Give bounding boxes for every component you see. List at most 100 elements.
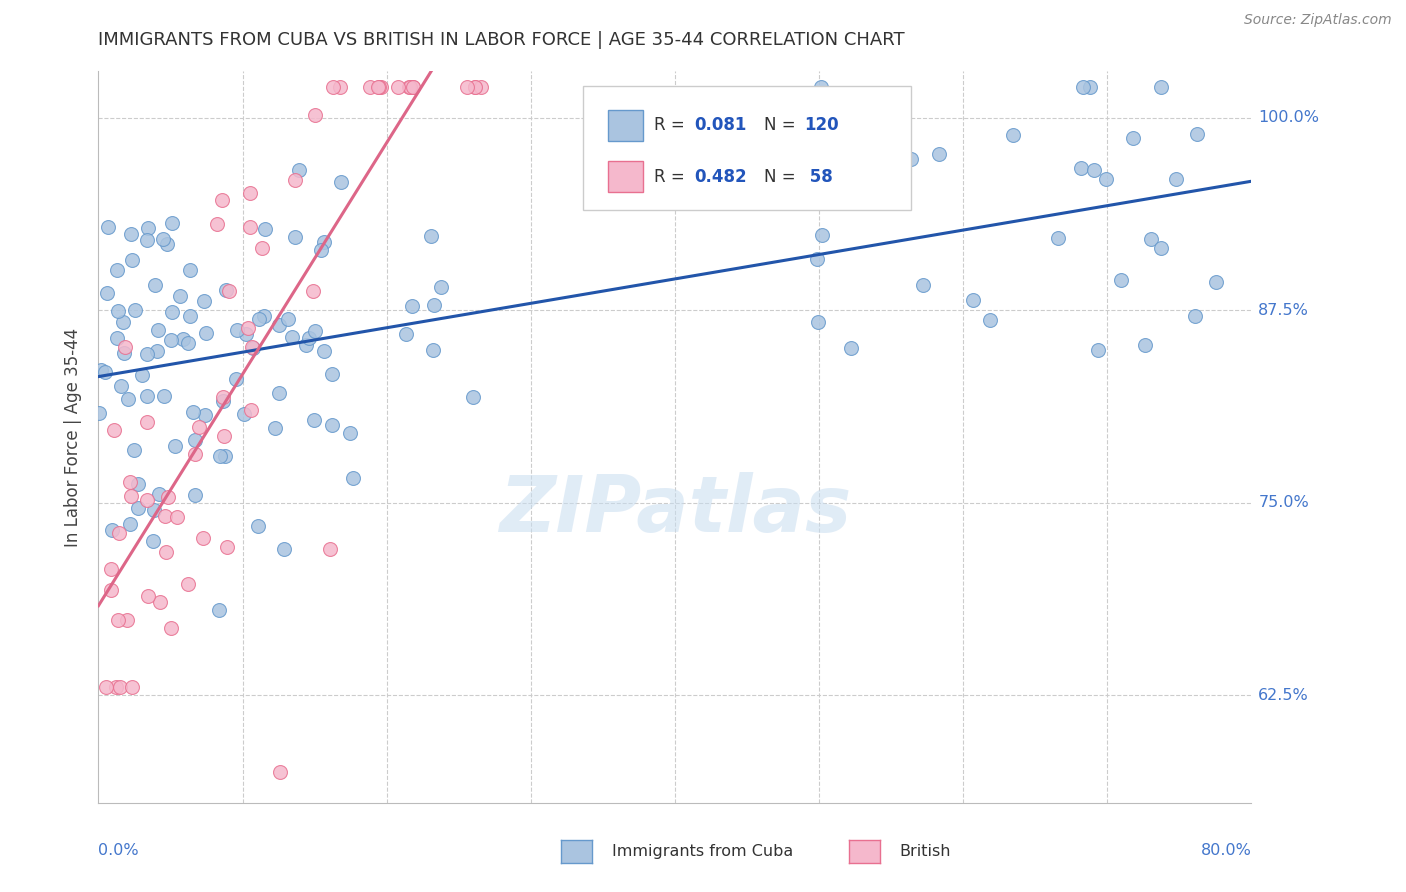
Point bbox=[112, 315, 135, 329]
Point bbox=[169, 288, 191, 302]
Point bbox=[264, 420, 287, 434]
Point bbox=[156, 236, 179, 251]
Point bbox=[464, 79, 486, 94]
Point bbox=[105, 681, 128, 695]
Point bbox=[298, 331, 321, 345]
Point bbox=[1205, 275, 1227, 289]
Text: IMMIGRANTS FROM CUBA VS BRITISH IN LABOR FORCE | AGE 35-44 CORRELATION CHART: IMMIGRANTS FROM CUBA VS BRITISH IN LABOR… bbox=[98, 31, 905, 49]
Point bbox=[136, 347, 159, 361]
Point bbox=[423, 298, 446, 312]
Point bbox=[211, 390, 233, 404]
Text: 62.5%: 62.5% bbox=[1258, 688, 1309, 703]
Point bbox=[314, 235, 336, 249]
Point bbox=[136, 220, 159, 235]
Point bbox=[1150, 79, 1173, 94]
Point bbox=[103, 423, 125, 437]
Point bbox=[1083, 162, 1105, 177]
Point bbox=[120, 227, 142, 241]
Point bbox=[142, 534, 165, 549]
Point bbox=[1070, 161, 1092, 176]
Point bbox=[117, 392, 139, 406]
Point bbox=[179, 309, 201, 323]
Point bbox=[218, 284, 240, 298]
Point bbox=[309, 243, 332, 257]
Text: British: British bbox=[900, 845, 952, 859]
Point bbox=[288, 162, 311, 177]
Point bbox=[145, 278, 167, 293]
Point bbox=[127, 501, 149, 516]
Point bbox=[464, 79, 486, 94]
Point bbox=[110, 681, 132, 695]
Point bbox=[1002, 128, 1025, 143]
Point bbox=[146, 344, 169, 359]
Point bbox=[188, 419, 211, 434]
Point bbox=[215, 540, 238, 554]
Point bbox=[131, 368, 153, 382]
Point bbox=[236, 321, 259, 335]
Point bbox=[215, 283, 238, 297]
FancyBboxPatch shape bbox=[607, 110, 643, 141]
Point bbox=[429, 280, 451, 294]
Point bbox=[395, 326, 418, 341]
Point bbox=[419, 229, 441, 244]
Text: N =: N = bbox=[763, 168, 800, 186]
Point bbox=[370, 79, 392, 94]
Point bbox=[166, 509, 188, 524]
Point bbox=[211, 193, 233, 207]
Point bbox=[367, 79, 389, 94]
Point bbox=[962, 293, 984, 307]
Point bbox=[402, 79, 425, 94]
Point bbox=[841, 341, 863, 355]
Point bbox=[156, 490, 179, 504]
Point bbox=[928, 147, 950, 161]
Text: 80.0%: 80.0% bbox=[1201, 843, 1251, 858]
Point bbox=[208, 603, 231, 617]
Text: ZIPatlas: ZIPatlas bbox=[499, 472, 851, 549]
Point bbox=[195, 326, 218, 341]
Point bbox=[146, 323, 169, 337]
Point bbox=[302, 413, 325, 427]
Point bbox=[807, 315, 830, 329]
Point bbox=[191, 531, 214, 545]
Point bbox=[138, 589, 160, 603]
Point bbox=[811, 228, 834, 243]
Text: 120: 120 bbox=[804, 117, 838, 135]
Point bbox=[193, 294, 215, 309]
Point bbox=[1071, 79, 1094, 94]
Point bbox=[1122, 131, 1144, 145]
Point bbox=[273, 541, 295, 556]
Point bbox=[284, 173, 307, 187]
Text: Source: ZipAtlas.com: Source: ZipAtlas.com bbox=[1244, 13, 1392, 28]
Point bbox=[162, 304, 184, 318]
Point bbox=[124, 302, 146, 317]
Point bbox=[94, 365, 117, 379]
Point bbox=[110, 379, 132, 393]
Point bbox=[304, 325, 326, 339]
Point bbox=[900, 152, 922, 166]
Point bbox=[398, 79, 420, 94]
Point bbox=[160, 333, 183, 347]
Point bbox=[342, 471, 364, 485]
Point bbox=[97, 220, 120, 235]
Text: 58: 58 bbox=[804, 168, 832, 186]
Point bbox=[172, 332, 194, 346]
Point bbox=[107, 613, 129, 627]
Point bbox=[107, 303, 129, 318]
Point bbox=[121, 681, 143, 695]
Point bbox=[398, 79, 420, 94]
Point bbox=[232, 407, 254, 421]
Point bbox=[153, 508, 176, 523]
Point bbox=[112, 345, 135, 359]
Point bbox=[94, 681, 117, 695]
Point bbox=[100, 561, 122, 575]
Point bbox=[184, 488, 207, 502]
Point bbox=[240, 340, 263, 354]
Point bbox=[806, 252, 828, 267]
Text: 0.482: 0.482 bbox=[695, 168, 747, 186]
Point bbox=[235, 326, 257, 341]
Point bbox=[1150, 241, 1173, 255]
Point bbox=[152, 389, 174, 403]
Point bbox=[135, 388, 157, 402]
Point bbox=[1164, 172, 1187, 186]
Point bbox=[1139, 232, 1161, 246]
